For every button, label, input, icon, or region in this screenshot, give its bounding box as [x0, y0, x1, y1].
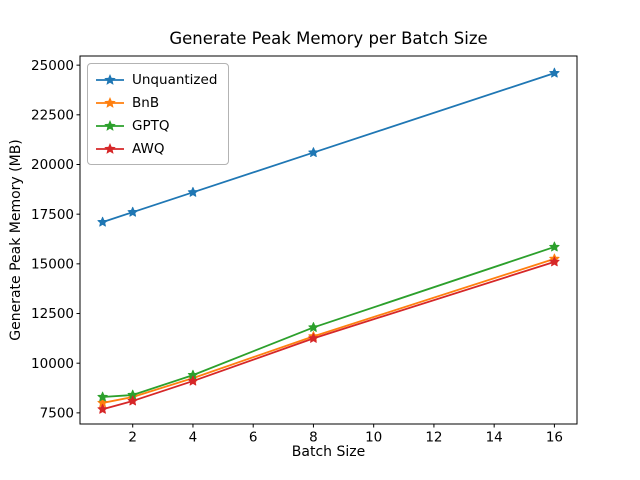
data-point-star-icon: [127, 395, 138, 406]
x-tick-label: 16: [546, 430, 563, 446]
data-point-star-icon: [308, 332, 319, 343]
series-line-awq: [102, 261, 555, 411]
x-axis-label: Batch Size: [291, 444, 366, 460]
legend-entry-awq: AWQ: [95, 138, 217, 159]
data-point-star-icon: [549, 256, 560, 267]
y-tick-label: 20000: [31, 157, 74, 173]
x-tick-label: 12: [425, 430, 442, 446]
y-tick-label: 10000: [31, 356, 74, 372]
data-point-star-icon: [97, 216, 108, 227]
legend: Unquantized BnB GPTQ AWQ: [87, 63, 230, 165]
y-tick-label: 17500: [31, 207, 74, 223]
legend-line-star-icon: [96, 96, 124, 108]
legend-entry-gptq: GPTQ: [95, 115, 217, 136]
axes-frame: [79, 55, 578, 425]
legend-label: AWQ: [132, 140, 165, 157]
y-axis-label: Generate Peak Memory (MB): [8, 139, 24, 341]
data-point-star-icon: [97, 391, 108, 402]
data-point-star-icon: [549, 67, 560, 78]
y-tick-label: 25000: [31, 58, 74, 74]
y-tick-label: 15000: [31, 257, 74, 273]
x-tick-label: 2: [128, 430, 137, 446]
legend-entry-unquantized: Unquantized: [95, 69, 217, 90]
y-tick-label: 12500: [31, 306, 74, 322]
y-tick-label: 7500: [40, 406, 74, 422]
legend-line-star-icon: [96, 119, 124, 131]
data-point-star-icon: [187, 375, 199, 386]
x-tick-label: 4: [189, 430, 198, 446]
data-point-star-icon: [97, 403, 108, 414]
series-line-gptq: [102, 246, 555, 398]
legend-label: GPTQ: [132, 117, 170, 134]
data-point-star-icon: [187, 186, 199, 197]
data-point-star-icon: [127, 206, 138, 217]
x-tick-label: 10: [365, 430, 382, 446]
x-tick-label: 6: [249, 430, 258, 446]
legend-label: BnB: [132, 94, 160, 111]
series-line-bnb: [102, 258, 555, 404]
legend-line-star-icon: [96, 142, 124, 154]
data-point-star-icon: [549, 241, 560, 252]
data-point-star-icon: [308, 147, 319, 158]
chart-title: Generate Peak Memory per Batch Size: [169, 29, 488, 48]
legend-line-star-icon: [96, 73, 124, 85]
data-point-star-icon: [308, 322, 319, 332]
y-tick-label: 22500: [31, 108, 74, 124]
legend-entry-bnb: BnB: [95, 92, 217, 113]
x-tick-label: 14: [486, 430, 503, 446]
legend-label: Unquantized: [132, 71, 218, 88]
x-tick-label: 8: [309, 430, 318, 446]
